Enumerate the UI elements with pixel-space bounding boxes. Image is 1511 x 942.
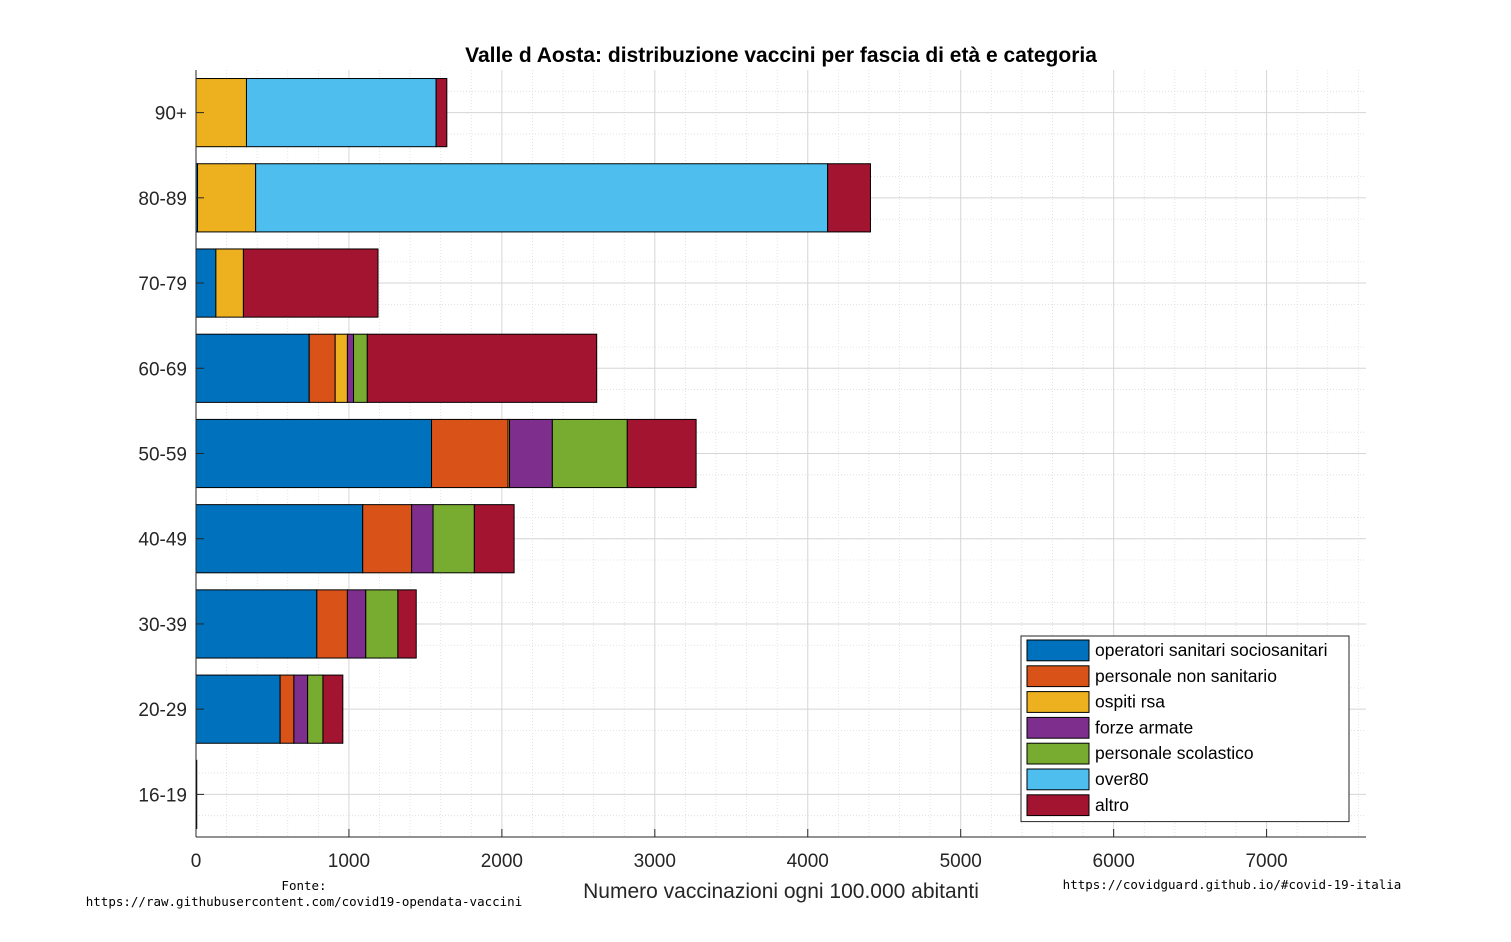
y-tick-label: 40-49 [138,530,187,551]
bar-segment [195,504,364,574]
x-axis-label: Numero vaccinazioni ogni 100.000 abitant… [583,880,979,903]
y-tick-label: 50-59 [138,445,187,466]
bar-segment [195,418,433,489]
bar-group-40-49 [195,504,515,574]
bar-segment [195,674,281,744]
x-tick-label: 7000 [1245,851,1287,872]
bar-segment [362,504,413,574]
x-tick-label: 0 [191,851,202,872]
source-label: Fonte: [281,878,326,893]
bar-group-70-79 [195,248,379,318]
bar-segment [346,589,367,659]
bar-segment [397,589,417,659]
legend-label: personale non sanitario [1095,666,1277,686]
legend-swatch [1026,794,1090,817]
y-tick-label: 90+ [155,104,187,125]
legend: operatori sanitari sociosanitari personal… [1020,635,1350,823]
y-tick-label: 16-19 [138,785,187,806]
x-tick-label: 2000 [481,851,523,872]
bar-segment [215,248,244,318]
bar-segment [353,333,368,403]
bar-segment [432,504,475,574]
bar-segment [509,418,553,489]
x-tick-label: 3000 [634,851,676,872]
y-tick-label: 30-39 [138,615,187,636]
legend-swatch [1026,742,1090,765]
legend-swatch [1026,691,1090,713]
bar-segment [431,418,509,489]
bar-group-60-69 [195,333,598,403]
bar-segment [366,333,598,403]
bar-segment [365,589,399,659]
bar-segment [308,333,336,403]
legend-label: ospiti rsa [1095,692,1165,712]
y-ticks: 90+ 80-89 70-79 60-69 50-59 40-49 30-39 20-29 16… [138,104,204,806]
y-tick-label: 20-29 [138,700,187,721]
x-tick-label: 5000 [940,851,982,872]
legend-swatch [1026,665,1090,688]
legend-swatch [1026,639,1090,662]
bar-segment [322,674,344,744]
bar-group-80-89 [195,163,871,233]
bar-segment [195,589,318,659]
bar-segment [435,78,448,148]
bar-segment [827,163,871,233]
legend-label: over80 [1095,769,1149,789]
bar-group-30-39 [195,589,417,659]
x-ticks: 0 1000 2000 3000 4000 5000 6000 7000 [191,829,1288,872]
bar-segment [626,418,697,489]
bar-segment [473,504,515,574]
bar-segment [279,674,295,744]
source-url: https://raw.githubusercontent.com/covid1… [86,894,523,909]
chart-title: Valle d Aosta: distribuzione vaccini per… [465,44,1097,67]
y-tick-label: 60-69 [138,359,187,380]
bar-group-90+ [195,78,448,148]
site-url: https://covidguard.github.io/#covid-19-i… [1063,877,1402,892]
bars [195,78,871,829]
bar-segment [242,248,379,318]
legend-label: forze armate [1095,717,1193,737]
bar-segment [195,333,310,403]
legend-swatch [1026,768,1090,791]
bar-segment [334,333,348,403]
bar-segment [346,333,355,403]
legend-label: operatori sanitari sociosanitari [1095,640,1327,660]
x-tick-label: 1000 [328,851,370,872]
bar-segment [245,78,437,148]
bar-segment [197,163,257,233]
bar-segment [316,589,348,659]
bar-segment [293,674,309,744]
x-tick-label: 4000 [787,851,829,872]
y-tick-label: 80-89 [138,189,187,210]
bar-segment [551,418,628,489]
x-tick-label: 6000 [1093,851,1135,872]
bar-segment [255,163,829,233]
bar-group-50-59 [195,418,697,489]
legend-swatch [1026,716,1090,739]
bar-segment [307,674,324,744]
legend-label: altro [1095,795,1129,815]
bar-segment [195,78,247,148]
y-tick-label: 70-79 [138,274,187,295]
bar-segment [411,504,434,574]
legend-label: personale scolastico [1095,743,1254,763]
bar-group-20-29 [195,674,344,744]
